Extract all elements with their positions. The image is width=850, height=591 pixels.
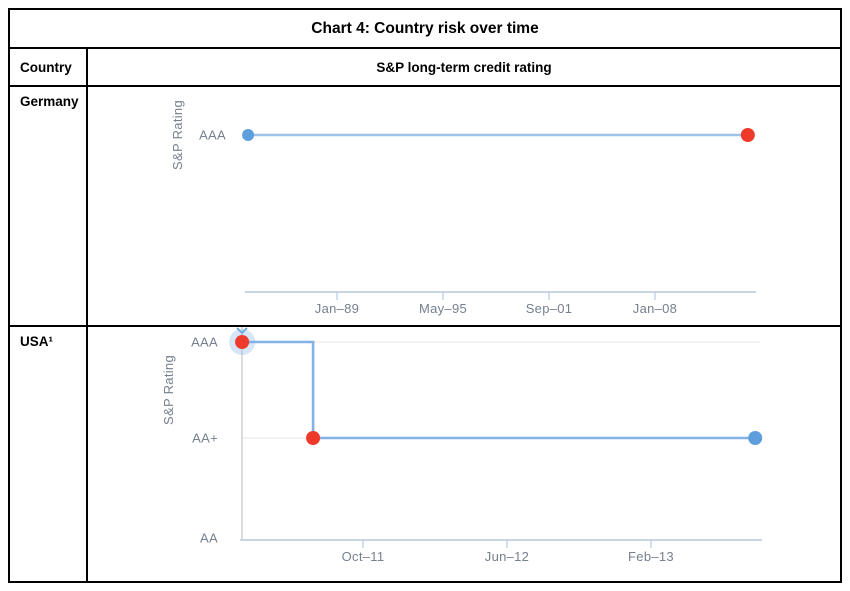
country-cell-germany: Germany [10, 87, 88, 325]
data-point-marker [242, 129, 255, 141]
table-row-germany: Germany Jan–89 May–95 Sep–01 Jan–08 AAA S&P R… [10, 87, 840, 327]
chart-title: Chart 4: Country risk over time [10, 10, 840, 49]
y-tick-label: AAA [191, 335, 218, 350]
chevron-down-icon [236, 327, 248, 335]
country-label-usa: USA¹ [20, 334, 53, 349]
x-tick-label: Sep–01 [526, 301, 573, 316]
data-point-marker [748, 431, 763, 445]
table-row-usa: USA¹ Oct–11 Jun–12 Feb–13 AAA AA+ AA S&P Ratin… [10, 327, 840, 581]
germany-chart-cell: Jan–89 May–95 Sep–01 Jan–08 AAA S&P Rating [88, 87, 840, 325]
country-cell-usa: USA¹ [10, 327, 88, 581]
header-country-cell: Country [10, 49, 88, 85]
x-tick-label: May–95 [419, 301, 467, 316]
usa-rating-chart: Oct–11 Jun–12 Feb–13 AAA AA+ AA S&P Rating [161, 327, 763, 564]
x-tick-label: Jan–89 [315, 301, 359, 316]
germany-rating-chart: Jan–89 May–95 Sep–01 Jan–08 AAA S&P Rating [170, 100, 756, 316]
usa-chart-cell: Oct–11 Jun–12 Feb–13 AAA AA+ AA S&P Rating [88, 327, 840, 581]
header-rating-cell: S&P long-term credit rating [376, 59, 552, 75]
rating-line [240, 340, 757, 440]
y-tick-label: AA+ [192, 431, 218, 446]
x-tick-label: Jun–12 [485, 549, 529, 564]
x-tick-label: Feb–13 [628, 549, 674, 564]
data-point-marker [306, 431, 321, 445]
x-tick-label: Oct–11 [342, 549, 385, 564]
y-tick-label: AA [200, 531, 218, 546]
y-tick-label: AAA [199, 128, 226, 143]
x-tick-label: Jan–08 [633, 301, 677, 316]
data-point-marker [235, 335, 250, 349]
country-label-germany: Germany [20, 94, 79, 109]
table-header-row: Country S&P long-term credit rating [10, 49, 840, 87]
y-axis-title: S&P Rating [170, 100, 185, 170]
data-point-marker [740, 128, 755, 142]
y-axis-title: S&P Rating [161, 355, 176, 425]
chart-table: Chart 4: Country risk over time Country … [8, 8, 842, 583]
